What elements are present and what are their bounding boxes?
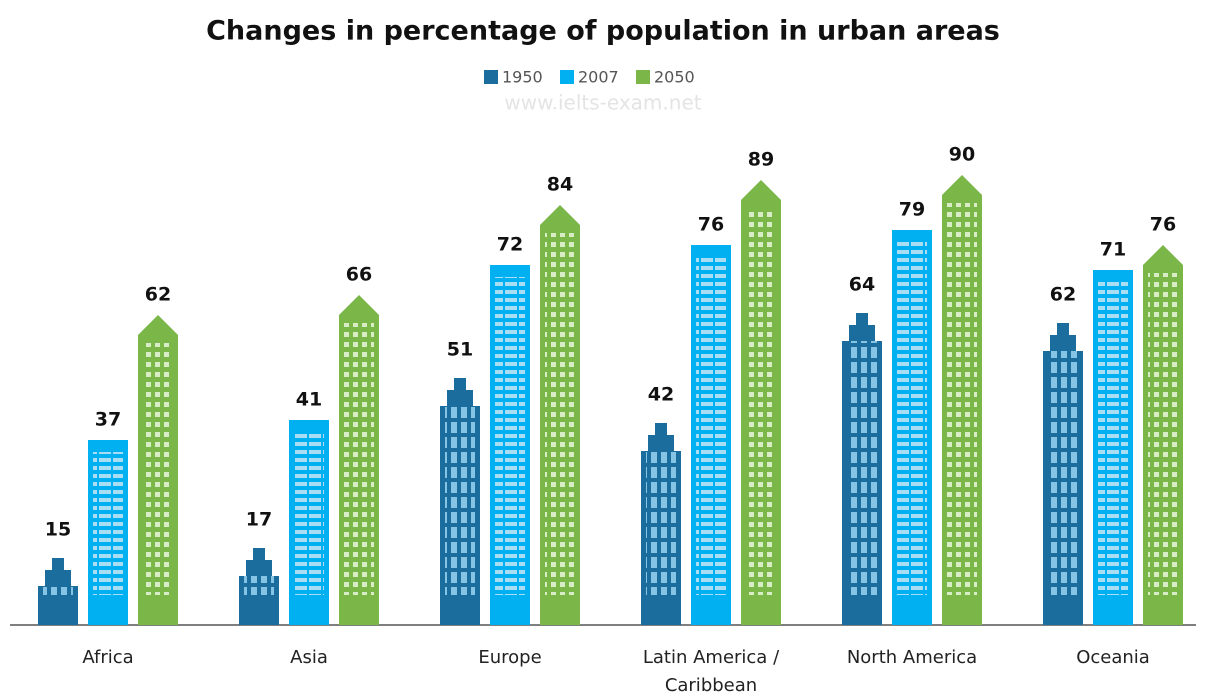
x-tick-label: Europe [478,647,542,668]
x-tick-label: Asia [290,647,328,668]
data-label: 42 [648,384,674,406]
windows [43,586,73,595]
windows [344,323,374,595]
windows [143,343,173,595]
legend-label: 2050 [654,68,695,87]
x-tick-label: Africa [82,647,134,668]
windows [294,432,324,595]
data-label: 17 [246,509,272,531]
x-tick-label: Latin America / Caribbean [642,647,780,696]
data-label: 62 [145,284,171,306]
legend-swatch [560,70,574,84]
x-tick-label: North America [846,647,978,668]
windows [897,242,927,595]
windows [947,203,977,595]
windows [545,233,575,595]
legend-swatch [636,70,650,84]
windows [93,452,123,595]
data-label: 62 [1050,284,1076,306]
data-label: 72 [497,234,523,256]
windows [244,576,274,595]
data-label: 15 [45,519,71,541]
legend-swatch [484,70,498,84]
x-tick-label: Oceania [1076,647,1150,668]
windows [847,341,877,595]
legend: 1950 2007 2050 [484,68,695,87]
data-label: 76 [698,214,724,236]
data-label: 51 [447,339,473,361]
data-label: 84 [547,174,573,196]
windows [1098,282,1128,595]
windows [1048,351,1078,595]
data-label: 76 [1150,214,1176,236]
windows [1148,273,1178,595]
data-label: 79 [899,199,925,221]
data-label: 37 [95,409,121,431]
chart-title: Changes in percentage of population in u… [206,16,1000,47]
windows [746,208,776,595]
windows [646,451,676,595]
windows [696,257,726,595]
data-label: 64 [849,274,875,296]
watermark: www.ielts-exam.net [504,91,701,115]
data-label: 41 [296,389,322,411]
data-label: 89 [748,149,774,171]
data-label: 71 [1100,239,1126,261]
legend-label: 1950 [502,68,543,87]
windows [445,406,475,595]
data-label: 90 [949,144,975,166]
data-label: 66 [346,264,372,286]
windows [495,277,525,595]
legend-label: 2007 [578,68,619,87]
